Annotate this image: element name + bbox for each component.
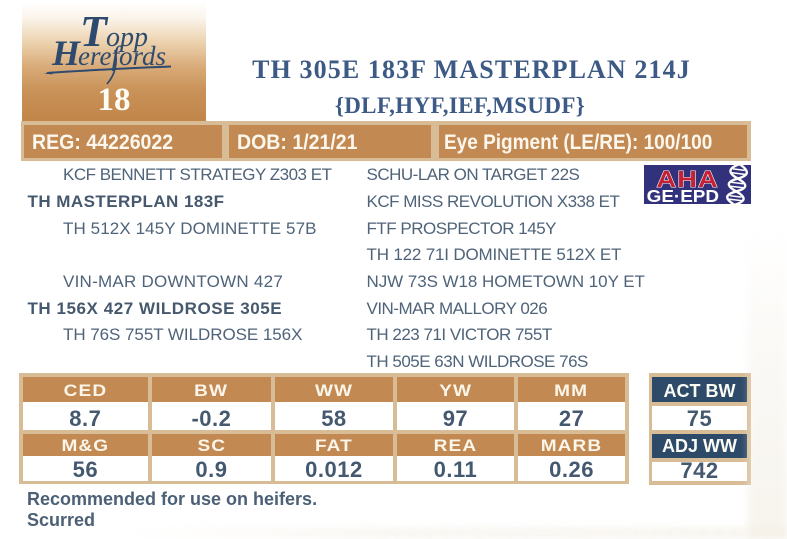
svg-text:H: H (51, 33, 81, 73)
svg-text:GE·EPD: GE·EPD (647, 185, 719, 204)
svg-text:erefords: erefords (78, 41, 166, 71)
svg-text:T: T (80, 7, 109, 56)
svg-text:AHA: AHA (657, 167, 719, 193)
svg-text:opp: opp (106, 22, 148, 53)
